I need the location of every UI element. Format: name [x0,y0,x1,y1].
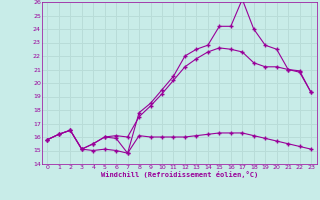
X-axis label: Windchill (Refroidissement éolien,°C): Windchill (Refroidissement éolien,°C) [100,171,258,178]
